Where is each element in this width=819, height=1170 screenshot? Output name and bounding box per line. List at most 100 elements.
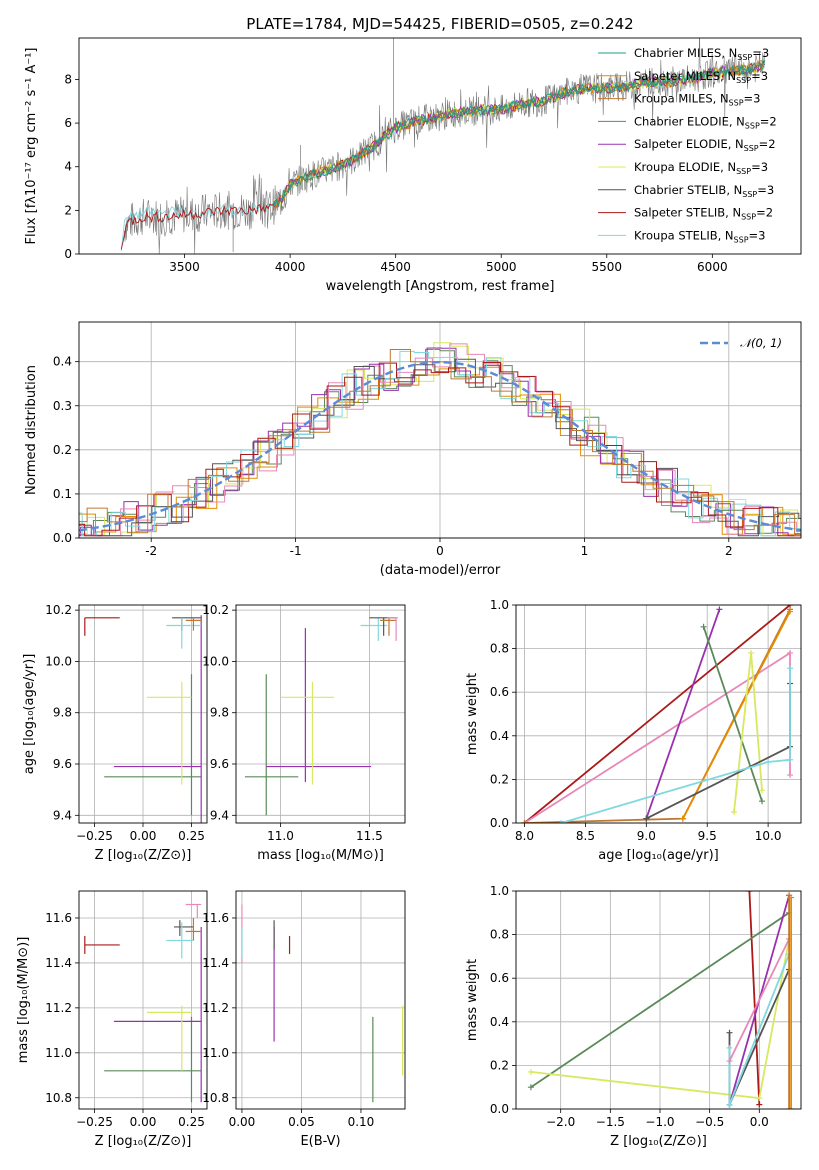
weight-marker <box>527 1084 534 1091</box>
weight-marker <box>756 1101 763 1108</box>
panel-mass_vs_Z: −0.25 0.00 0.25 10.8 11.0 11.2 11.4 11.6 Z [log₁… <box>16 890 208 1149</box>
y-tick-label: 10.2 <box>45 603 72 617</box>
weight-marker <box>726 1029 733 1036</box>
legend-entry: Salpeter STELIB, NSSP=2 <box>634 206 773 222</box>
x-tick-label: 8.0 <box>515 829 534 843</box>
y-tick-label: 11.2 <box>202 1001 229 1015</box>
histogram-salpeter-miles <box>79 366 801 535</box>
y-tick-label: 0.2 <box>490 1058 509 1072</box>
weight-marker <box>748 649 755 656</box>
x-tick-label: −1.0 <box>645 1115 674 1129</box>
weight-marker <box>788 894 795 901</box>
plot-area <box>527 891 795 1109</box>
panel-mass_weight_vs_Z: −2.0 −1.5 −1.0 −0.5 0.0 0.0 0.2 0.4 0.6 0.8 1.0 Z [… <box>465 884 802 1149</box>
weight-series-salpeter-stelib <box>523 605 791 823</box>
weight-marker <box>786 1106 793 1109</box>
chart-title: PLATE=1784, MJD=54425, FIBERID=0505, z=0… <box>246 15 633 33</box>
y-tick-label: 11.4 <box>202 956 229 970</box>
x-tick-label: 0.00 <box>229 1115 256 1129</box>
x-axis-label: mass [log₁₀(M/M⊙)] <box>257 848 384 863</box>
y-tick-label: 10.0 <box>202 654 229 668</box>
y-tick-label: 11.6 <box>202 911 229 925</box>
y-tick-label: 10.8 <box>45 1091 72 1105</box>
histogram-salpeter-elodie <box>79 347 801 537</box>
x-tick-label: 0.10 <box>348 1115 375 1129</box>
y-tick-label: 9.8 <box>210 706 229 720</box>
x-tick-label: −1.5 <box>596 1115 625 1129</box>
weight-marker <box>558 820 565 823</box>
y-tick-label: 0.0 <box>490 1102 509 1116</box>
plot-area <box>521 605 794 823</box>
y-tick-label: 11.0 <box>45 1046 72 1060</box>
weight-marker <box>726 1101 733 1108</box>
error-point <box>185 617 202 631</box>
y-tick-label: 0.3 <box>53 399 72 413</box>
error-point <box>280 681 334 785</box>
weight-series-pink <box>728 938 790 1062</box>
plot-area <box>84 903 202 1103</box>
weight-marker <box>700 623 707 630</box>
x-tick-label: 0.0 <box>750 1115 769 1129</box>
error-point <box>244 674 299 816</box>
error-point <box>146 1005 192 1071</box>
legend-entry: Salpeter MILES, NSSP=3 <box>634 69 768 85</box>
x-tick-label: 10.0 <box>755 829 782 843</box>
weight-marker <box>726 1058 733 1065</box>
weight-marker <box>679 815 686 822</box>
y-tick-label: 0.4 <box>490 1015 509 1029</box>
panel-spectrum: 3500 4000 4500 5000 5500 6000 0 2 4 6 8 wavelength … <box>24 37 802 294</box>
x-tick-label: 5500 <box>592 260 623 274</box>
x-tick-label: 0.25 <box>178 829 205 843</box>
y-axis-label: mass [log₁₀(M/M⊙)] <box>16 937 31 1064</box>
x-axis-label: age [log₁₀(age/yr)] <box>598 848 719 863</box>
histogram-kroupa-miles <box>79 349 801 537</box>
x-tick-label: 0.00 <box>130 829 157 843</box>
axes-frame <box>78 890 208 1110</box>
axes-frame <box>78 321 802 539</box>
x-tick-label: 9.5 <box>698 829 717 843</box>
x-tick-label: 11.0 <box>267 829 294 843</box>
weight-series-salpeter-elodie <box>645 609 721 819</box>
weight-marker <box>765 758 772 765</box>
y-tick-label: 2 <box>64 203 72 217</box>
weight-marker <box>787 772 794 779</box>
x-tick-label: -2 <box>145 544 157 558</box>
weight-series-chabrier-elodie <box>530 912 790 1088</box>
weight-marker <box>787 665 794 672</box>
y-tick-label: 0.6 <box>490 971 509 985</box>
x-axis-label: Z [log₁₀(Z/Z⊙)] <box>95 1134 192 1149</box>
y-tick-label: 0 <box>64 247 72 261</box>
y-tick-label: 1.0 <box>490 598 509 612</box>
plot-area <box>79 342 801 537</box>
x-tick-label: 9.0 <box>637 829 656 843</box>
y-axis-label: mass weight <box>465 959 480 1041</box>
y-tick-label: 0.6 <box>490 685 509 699</box>
plot-area <box>84 615 202 823</box>
y-tick-label: 0.8 <box>490 928 509 942</box>
y-tick-label: 0.2 <box>53 443 72 457</box>
legend-entry: Kroupa MILES, NSSP=3 <box>634 92 760 108</box>
y-tick-label: 11.4 <box>45 956 72 970</box>
gaussian-curve <box>79 360 801 532</box>
model-chabrier-elodie <box>272 59 766 211</box>
weight-marker <box>527 1068 534 1075</box>
y-tick-label: 0.0 <box>490 816 509 830</box>
weight-series-pink <box>524 651 791 823</box>
x-tick-label: 3500 <box>169 260 200 274</box>
x-axis-label: Z [log₁₀(Z/Z⊙)] <box>95 848 192 863</box>
model-kroupa-stelib <box>120 61 766 252</box>
x-tick-label: −0.25 <box>76 829 113 843</box>
legend-entry: Kroupa STELIB, NSSP=3 <box>634 228 765 244</box>
weight-marker <box>787 608 794 615</box>
weight-marker <box>787 756 794 763</box>
panel-mass_weight_vs_age: 8.0 8.5 9.0 9.5 10.0 0.0 0.2 0.4 0.6 0.8 1.0 age [l… <box>465 598 802 863</box>
x-tick-label: 4500 <box>380 260 411 274</box>
axes-frame <box>78 604 208 824</box>
y-tick-label: 9.8 <box>53 706 72 720</box>
error-point <box>360 617 388 641</box>
legend-entry: Chabrier ELODIE, NSSP=2 <box>634 114 777 130</box>
axes-frame <box>235 604 406 824</box>
y-tick-label: 10.0 <box>45 654 72 668</box>
x-axis-label: wavelength [Angstrom, rest frame] <box>326 279 555 294</box>
x-axis-label: Z [log₁₀(Z/Z⊙)] <box>610 1134 707 1149</box>
